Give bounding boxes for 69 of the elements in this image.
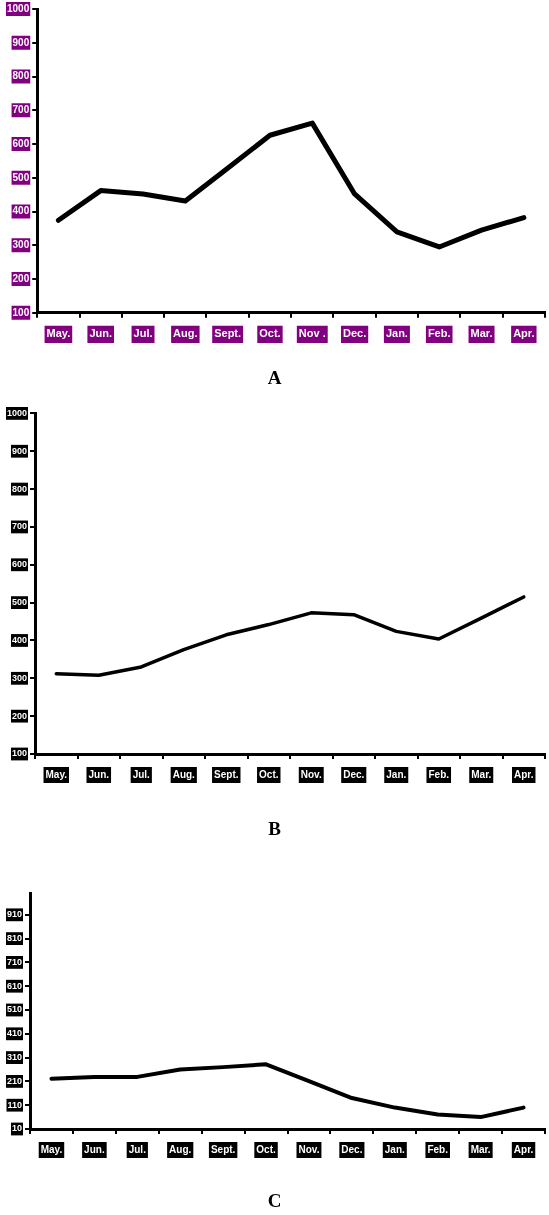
y-tick-label: 200 <box>12 272 30 284</box>
x-tick-label: Mar. <box>471 768 492 780</box>
y-tick-label: 800 <box>12 70 30 82</box>
y-tick-label: 110 <box>7 1099 23 1110</box>
x-tick-label: Aug. <box>169 1143 192 1155</box>
x-tick-label: Nov . <box>298 327 326 340</box>
y-tick-label: 600 <box>11 559 28 570</box>
text: A <box>266 367 283 389</box>
y-tick-label: 300 <box>12 239 30 251</box>
x-tick-label: Jun. <box>89 327 113 340</box>
y-tick-label: 610 <box>6 980 23 991</box>
x-tick-label: May. <box>40 1143 63 1155</box>
x-tick-label: Dec. <box>342 327 367 340</box>
y-tick-label: 1000 <box>6 407 28 418</box>
x-tick-label: May. <box>46 327 71 340</box>
x-tick-label: Oct. <box>259 768 279 780</box>
x-tick-label: Nov. <box>300 768 322 780</box>
x-tick-label: Jul. <box>128 1143 147 1155</box>
y-tick-label: 900 <box>12 36 30 48</box>
x-tick-label: Apr. <box>514 768 534 780</box>
y-tick-label: 200 <box>11 710 28 721</box>
x-tick-label: Aug. <box>172 768 196 780</box>
y-tick-label: 310 <box>6 1052 23 1063</box>
y-tick-label: 100 <box>12 306 30 318</box>
x-tick-label: Jul. <box>133 327 153 340</box>
y-tick-label: 300 <box>11 672 28 683</box>
x-tick-label: Oct. <box>256 1143 276 1155</box>
y-tick-label: 600 <box>12 137 30 149</box>
y-tick-label: 400 <box>11 634 28 645</box>
x-tick-label: Nov. <box>298 1143 320 1155</box>
y-tick-label: 500 <box>11 597 28 608</box>
y-tick-label: 800 <box>11 483 28 494</box>
text: B <box>267 818 282 840</box>
y-tick-label: 810 <box>6 933 23 944</box>
y-tick-label: 410 <box>6 1028 23 1039</box>
y-tick-label: 510 <box>6 1004 23 1015</box>
x-tick-label: Sept. <box>210 1143 236 1155</box>
y-tick-label: 710 <box>6 956 23 967</box>
x-tick-label: Jul. <box>132 768 151 780</box>
text: C <box>266 1190 283 1212</box>
x-tick-label: Aug. <box>173 327 198 340</box>
y-tick-label: 10 <box>12 1123 23 1134</box>
x-tick-label: Jun. <box>88 768 110 780</box>
y-tick-label: 1000 <box>7 2 30 14</box>
x-tick-label: Apr. <box>513 1143 534 1155</box>
x-tick-label: Jan. <box>386 768 407 780</box>
x-tick-label: May. <box>45 768 68 780</box>
x-tick-label: Mar. <box>470 1143 491 1155</box>
y-tick-label: 700 <box>12 104 30 116</box>
x-tick-label: Apr. <box>513 327 535 340</box>
x-tick-label: Mar. <box>470 327 493 340</box>
x-tick-label: Sept. <box>214 768 239 780</box>
y-tick-label: 100 <box>11 748 28 759</box>
y-tick-label: 400 <box>12 205 30 217</box>
x-tick-label: Dec. <box>341 1143 363 1155</box>
y-tick-label: 500 <box>12 171 30 183</box>
x-tick-label: Oct. <box>259 327 281 340</box>
x-tick-label: Feb. <box>427 327 451 340</box>
y-tick-label: 210 <box>6 1075 23 1086</box>
x-tick-label: Dec. <box>343 768 365 780</box>
x-tick-label: Jan. <box>384 1143 406 1155</box>
y-tick-label: 700 <box>11 521 28 532</box>
x-tick-label: Feb. <box>427 1143 449 1155</box>
x-tick-label: Feb. <box>428 768 450 780</box>
x-tick-label: Jun. <box>84 1143 105 1155</box>
y-tick-label: 900 <box>11 445 28 456</box>
y-tick-label: 910 <box>6 909 23 920</box>
x-tick-label: Jan. <box>385 327 408 340</box>
x-tick-label: Sept. <box>214 327 242 340</box>
